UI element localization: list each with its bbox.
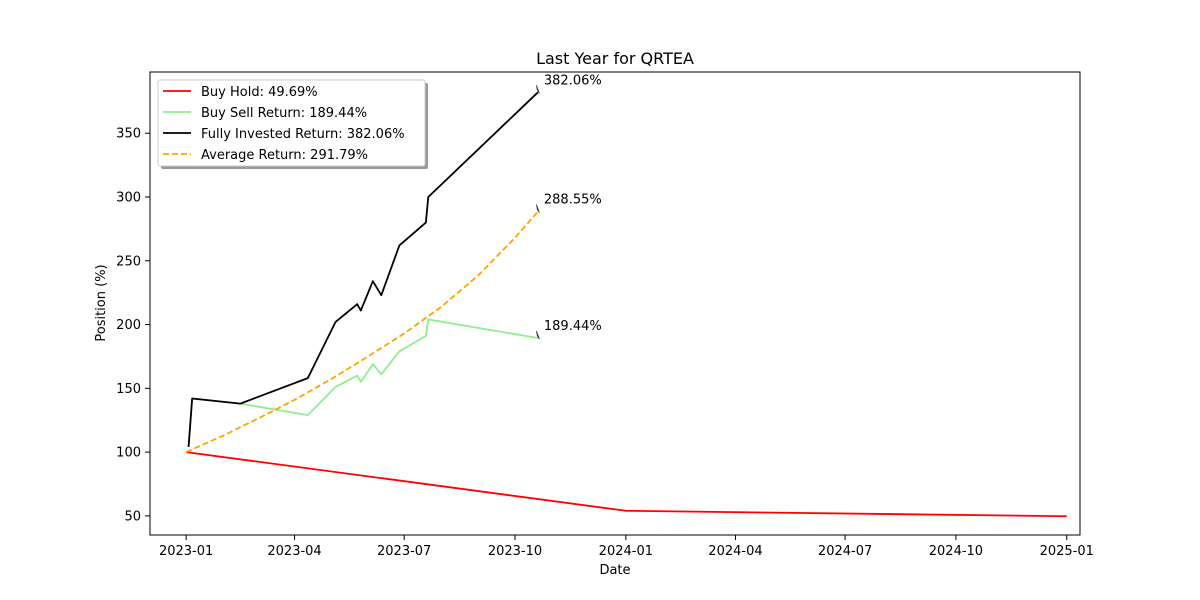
- x-tick-label: 2024-04: [708, 544, 762, 559]
- x-tick-label: 2025-01: [1040, 544, 1094, 559]
- y-tick-label: 50: [124, 509, 141, 524]
- annotation-arrow: [536, 204, 540, 213]
- x-tick-label: 2023-10: [488, 544, 542, 559]
- y-tick-label: 100: [116, 446, 141, 461]
- annotation-arrow: [536, 330, 540, 340]
- x-tick-label: 2023-04: [267, 544, 321, 559]
- x-tick-label: 2024-10: [929, 544, 983, 559]
- legend-buy-sell-return-label: Buy Sell Return: 189.44%: [201, 106, 367, 121]
- y-axis-label: Position (%): [94, 264, 109, 341]
- y-tick-label: 200: [116, 318, 141, 333]
- average-return-line: [185, 211, 539, 453]
- buy-hold-line: [186, 451, 1067, 518]
- y-tick-label: 350: [116, 127, 141, 142]
- y-tick-label: 250: [116, 254, 141, 269]
- y-tick-label: 300: [116, 190, 141, 205]
- legend-fully-invested-return-label: Fully Invested Return: 382.06%: [201, 127, 405, 142]
- x-tick-label: 2024-01: [599, 544, 653, 559]
- annotation-label: 382.06%: [544, 73, 602, 88]
- annotation-label: 189.44%: [544, 319, 602, 334]
- plot-area: 2023-01 2023-04 2023-07 2023-10 2024-01 2024-…: [116, 71, 1094, 559]
- legend-average-return-label: Average Return: 291.79%: [201, 148, 368, 163]
- x-tick-label: 2023-01: [159, 544, 213, 559]
- annotation-label: 288.55%: [544, 193, 602, 208]
- x-tick-label: 2023-07: [377, 544, 431, 559]
- y-tick-label: 150: [116, 382, 141, 397]
- x-tick-label: 2024-07: [818, 544, 872, 559]
- legend-box: [157, 79, 426, 167]
- annotation-arrow: [536, 85, 540, 94]
- fully-invested-return-line: [187, 91, 539, 448]
- legend: Buy Hold: 49.69% Buy Sell Return: 189.44%…: [157, 79, 428, 169]
- x-axis-label: Date: [599, 563, 630, 578]
- chart-title: Last Year for QRTEA: [536, 49, 694, 68]
- legend-buy-hold-label: Buy Hold: 49.69%: [201, 85, 318, 100]
- plot-frame: [149, 71, 1081, 536]
